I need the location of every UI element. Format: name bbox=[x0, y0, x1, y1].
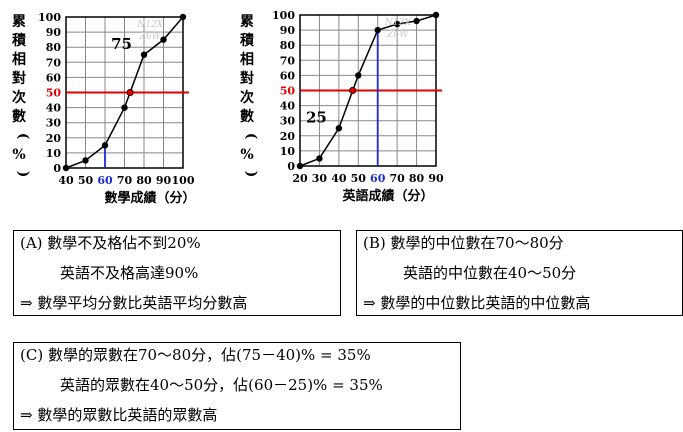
math-xtick-label: 90 bbox=[156, 174, 172, 187]
math-annotation: 75 bbox=[111, 35, 132, 53]
english-ylabel-char: 對 bbox=[240, 70, 254, 87]
option-c-line-1: (C) 數學的眾數在70～80分，佔(75－40)% = 35% bbox=[20, 346, 371, 364]
math-ylabel-char: 數 bbox=[12, 108, 26, 125]
english-ylabel-char: ) bbox=[243, 171, 259, 178]
english-ytick-label: 80 bbox=[280, 39, 296, 52]
option-b-line-2: 英語的中位數在40～50分 bbox=[403, 264, 577, 282]
math-data-point bbox=[179, 13, 187, 21]
english-ylabel-char: ( bbox=[243, 133, 259, 140]
english-data-point bbox=[335, 125, 343, 132]
english-ytick-label: 30 bbox=[280, 115, 296, 128]
math-data-point bbox=[101, 142, 109, 149]
math-data-point bbox=[160, 36, 167, 43]
math-ytick-label: 50 bbox=[46, 87, 62, 100]
english-data-point bbox=[296, 162, 304, 170]
english-ytick-label: 60 bbox=[280, 69, 296, 82]
math-ylabel-char: 累 bbox=[12, 14, 26, 30]
math-ytick-label: 70 bbox=[46, 56, 62, 69]
english-ylabel-char: 相 bbox=[240, 51, 254, 68]
english-data-point bbox=[413, 17, 420, 25]
math-ylabel-char: % bbox=[12, 147, 25, 163]
english-annotation: 25 bbox=[306, 108, 327, 126]
math-ytick-label: 90 bbox=[46, 26, 62, 39]
math-xtick-label: 60 bbox=[97, 174, 113, 187]
math-ylabel-char: 次 bbox=[12, 89, 26, 106]
math-ylabel-char: 積 bbox=[11, 32, 27, 49]
option-a-box: (A) 數學不及格佔不到20% 英語不及格高達90% ⇒ 數學平均分數比英語平均… bbox=[13, 230, 341, 316]
math-ylabel-char: ) bbox=[15, 171, 31, 178]
option-c-line-3: ⇒ 數學的眾數比英語的眾數高 bbox=[20, 406, 218, 424]
english-ytick-label: 20 bbox=[280, 130, 296, 143]
english-ylabel-char: 積 bbox=[239, 32, 255, 49]
english-median-point bbox=[349, 86, 357, 95]
english-xtick-label: 90 bbox=[428, 172, 444, 185]
math-data-point bbox=[140, 51, 148, 58]
math-ytick-label: 100 bbox=[38, 11, 61, 24]
english-ytick-label: 50 bbox=[280, 85, 296, 98]
math-xtick-label: 70 bbox=[117, 174, 133, 187]
english-xtick-label: 20 bbox=[292, 172, 308, 185]
english-data-point bbox=[432, 11, 440, 19]
math-ytick-label: 40 bbox=[46, 102, 62, 115]
math-data-point bbox=[62, 164, 70, 172]
option-c-line-2: 英語的眾數在40～50分，佔(60－25)% = 35% bbox=[60, 376, 383, 394]
english-xtick-label: 80 bbox=[409, 172, 425, 185]
english-xtick-label: 30 bbox=[312, 172, 328, 185]
english-xlabel: 英語成績（分） bbox=[341, 188, 433, 204]
english-ytick-label: 40 bbox=[280, 100, 296, 113]
math-watermark-2: Z6W bbox=[139, 32, 162, 42]
english-watermark-1: N12X bbox=[384, 18, 411, 28]
math-ytick-label: 0 bbox=[53, 162, 61, 175]
option-b-line-3: ⇒ 數學的中位數比英語的中位數高 bbox=[363, 294, 591, 312]
english-ylabel-char: 數 bbox=[240, 108, 254, 125]
math-ylabel-char: 相 bbox=[12, 51, 26, 68]
english-ytick-label: 10 bbox=[280, 145, 296, 158]
option-a-line-2: 英語不及格高達90% bbox=[60, 264, 199, 282]
english-xtick-label: 60 bbox=[370, 172, 386, 185]
english-ytick-label: 0 bbox=[287, 160, 295, 173]
english-xtick-label: 40 bbox=[331, 172, 347, 185]
option-b-line-1: (B) 數學的中位數在70～80分 bbox=[363, 234, 564, 252]
english-data-point bbox=[316, 155, 323, 162]
english-ylabel-char: % bbox=[240, 147, 253, 163]
math-ylabel-char: 對 bbox=[12, 70, 26, 87]
math-ytick-label: 80 bbox=[46, 41, 62, 54]
math-xtick-label: 50 bbox=[78, 174, 94, 187]
english-data-point bbox=[374, 26, 381, 34]
math-data-point bbox=[82, 157, 89, 164]
option-b-box: (B) 數學的中位數在70～80分 英語的中位數在40～50分 ⇒ 數學的中位數… bbox=[356, 230, 683, 316]
english-xtick-label: 50 bbox=[351, 172, 367, 185]
math-ytick-label: 30 bbox=[46, 117, 62, 130]
english-ytick-label: 70 bbox=[280, 54, 296, 67]
option-c-box: (C) 數學的眾數在70～80分，佔(75－40)% = 35% 英語的眾數在4… bbox=[13, 342, 461, 430]
math-xlabel: 數學成績（分） bbox=[104, 190, 195, 206]
math-xtick-label: 40 bbox=[58, 174, 74, 187]
option-a-line-1: (A) 數學不及格佔不到20% bbox=[20, 234, 201, 252]
math-watermark-1: N12X bbox=[136, 20, 163, 30]
english-ylabel-char: 次 bbox=[240, 89, 254, 106]
math-ytick-label: 60 bbox=[46, 71, 62, 84]
english-series-line bbox=[299, 14, 437, 167]
math-xtick-label: 80 bbox=[136, 174, 152, 187]
english-watermark-2: Z6W bbox=[386, 30, 409, 40]
english-data-point bbox=[393, 20, 401, 28]
math-data-point bbox=[121, 104, 128, 111]
english-data-point bbox=[355, 72, 362, 79]
option-a-line-3: ⇒ 數學平均分數比英語平均分數高 bbox=[20, 294, 248, 312]
math-ytick-label: 20 bbox=[46, 132, 62, 145]
english-ytick-label: 100 bbox=[272, 9, 295, 22]
math-xtick-label: 100 bbox=[172, 174, 195, 187]
math-median-point bbox=[126, 88, 134, 97]
math-ytick-label: 10 bbox=[46, 147, 62, 160]
math-ylabel-char: ( bbox=[15, 133, 31, 140]
english-ylabel-char: 累 bbox=[240, 14, 254, 30]
english-xtick-label: 70 bbox=[389, 172, 405, 185]
english-ytick-label: 90 bbox=[280, 24, 296, 37]
